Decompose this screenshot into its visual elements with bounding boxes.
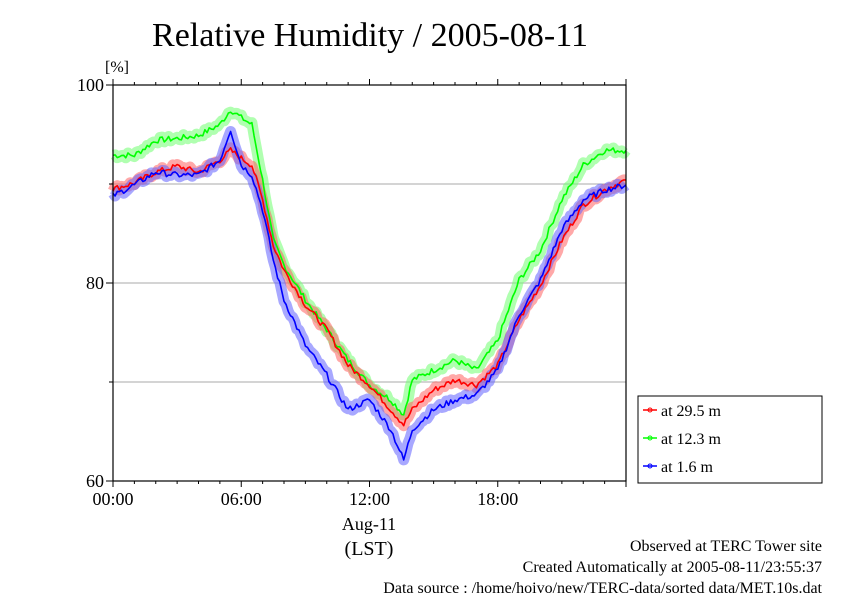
- legend: at 29.5 m at 12.3 m at 1.6 m: [637, 395, 823, 484]
- legend-label: at 12.3 m: [661, 431, 722, 448]
- legend-marker: [647, 407, 653, 413]
- x-tick-label: 18:00: [477, 489, 518, 509]
- x-axis-label: (LST): [345, 538, 394, 560]
- series-lines: [112, 111, 627, 461]
- legend-box: [637, 395, 823, 484]
- footer-created: Created Automatically at 2005-08-11/23:5…: [523, 559, 822, 576]
- chart-title: Relative Humidity / 2005-08-11: [152, 17, 588, 54]
- y-tick-labels: 60 80 100: [77, 75, 104, 491]
- x-tick-label: 06:00: [221, 489, 262, 509]
- legend-marker: [647, 463, 653, 469]
- x-tick-labels: 00:00 06:00 12:00 18:00: [92, 489, 518, 509]
- footer-source: Data source : /home/hoivo/new/TERC-data/…: [383, 580, 822, 595]
- date-label: Aug-11: [342, 514, 396, 534]
- y-tick-label: 100: [77, 75, 104, 95]
- x-tick-label: 12:00: [349, 489, 390, 509]
- series-line-1: [112, 111, 627, 416]
- scatter-bands: [108, 106, 631, 466]
- y-axis-label: [%]: [105, 59, 129, 76]
- series-line-2: [112, 130, 627, 461]
- legend-marker: [647, 435, 653, 441]
- y-tick-label: 80: [86, 273, 104, 293]
- axis-ticks: [106, 79, 627, 487]
- legend-label: at 29.5 m: [661, 403, 722, 420]
- grid-lines: [113, 183, 626, 383]
- scatter-band-2: [108, 126, 630, 466]
- legend-label: at 1.6 m: [661, 459, 714, 476]
- series-line-0: [112, 147, 627, 427]
- x-tick-label: 00:00: [92, 489, 133, 509]
- y-tick-label: 60: [86, 471, 104, 491]
- footer-observed: Observed at TERC Tower site: [630, 538, 822, 555]
- scatter-band-0: [108, 142, 630, 432]
